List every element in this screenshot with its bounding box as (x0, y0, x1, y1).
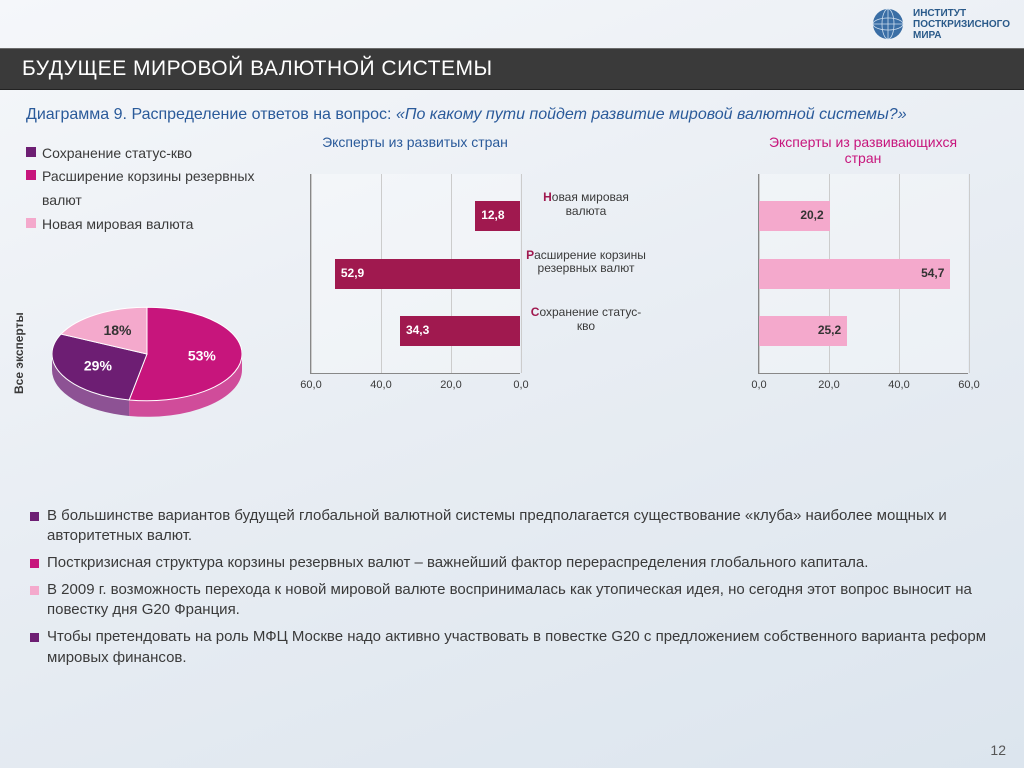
legend-swatch (26, 147, 36, 157)
bullet-text: Посткризисная структура корзины резервны… (47, 553, 868, 574)
logo-line3: МИРА (913, 30, 1010, 41)
globe-icon (871, 7, 905, 41)
bar-right-plot: 0,020,040,060,020,254,725,2 (758, 174, 968, 374)
axis-tick: 40,0 (888, 379, 909, 391)
subtitle-lead: Диаграмма 9. Распределение ответов на во… (26, 106, 396, 123)
axis-tick: 60,0 (958, 379, 979, 391)
bullet-marker (30, 559, 39, 568)
bar-right-title: Эксперты из развивающихся стран (758, 134, 968, 166)
bar: 25,2 (759, 316, 847, 346)
svg-text:53%: 53% (188, 347, 217, 363)
bar-category-labels: Новая мировая валюта Расширение корзины р… (526, 174, 646, 374)
axis-tick: 60,0 (300, 379, 321, 391)
logo-line2: ПОСТКРИЗИСНОГО (913, 19, 1010, 30)
bar-value: 52,9 (341, 266, 364, 280)
bullet-item: Чтобы претендовать на роль МФЦ Москве на… (30, 627, 994, 668)
bar-value: 34,3 (406, 323, 429, 337)
bullet-text: В большинстве вариантов будущей глобальн… (47, 506, 994, 547)
bullet-marker (30, 512, 39, 521)
bullets: В большинстве вариантов будущей глобальн… (0, 484, 1024, 669)
pie-axis-label: Все эксперты (12, 312, 26, 394)
bullet-item: В 2009 г. возможность перехода к новой м… (30, 580, 994, 621)
bar-category: Расширение корзины резервных валют (526, 249, 646, 277)
bar-category: Новая мировая валюта (526, 191, 646, 219)
legend-item: Новая мировая валюта (26, 213, 256, 237)
legend-label: Новая мировая валюта (42, 213, 193, 237)
bullet-text: Чтобы претендовать на роль МФЦ Москве на… (47, 627, 994, 668)
bar: 54,7 (759, 259, 950, 289)
legend-label: Расширение корзины резервных валют (42, 165, 256, 213)
logo-line1: ИНСТИТУТ (913, 8, 1010, 19)
bullet-marker (30, 633, 39, 642)
subtitle-em: «По какому пути пойдет развитие мировой … (396, 106, 907, 123)
title-bar: БУДУЩЕЕ МИРОВОЙ ВАЛЮТНОЙ СИСТЕМЫ (0, 48, 1024, 90)
bar: 12,8 (475, 201, 520, 231)
bullet-item: В большинстве вариантов будущей глобальн… (30, 506, 994, 547)
bar: 34,3 (400, 316, 520, 346)
bar: 20,2 (759, 201, 830, 231)
slide-title: БУДУЩЕЕ МИРОВОЙ ВАЛЮТНОЙ СИСТЕМЫ (22, 57, 493, 81)
logo: ИНСТИТУТ ПОСТКРИЗИСНОГО МИРА (871, 7, 1010, 41)
axis-tick: 0,0 (751, 379, 766, 391)
subtitle: Диаграмма 9. Распределение ответов на во… (0, 90, 1024, 134)
legend-item: Сохранение статус-кво (26, 142, 256, 166)
axis-tick: 0,0 (513, 379, 528, 391)
svg-text:29%: 29% (84, 357, 113, 373)
chart-zone: Сохранение статус-квоРасширение корзины … (0, 134, 1024, 484)
bar-category: Сохранение статус-кво (526, 306, 646, 334)
bar-value: 25,2 (818, 323, 841, 337)
legend: Сохранение статус-квоРасширение корзины … (26, 142, 256, 237)
axis-tick: 20,0 (440, 379, 461, 391)
bar-value: 54,7 (921, 266, 944, 280)
axis-tick: 20,0 (818, 379, 839, 391)
header-strip: ИНСТИТУТ ПОСТКРИЗИСНОГО МИРА (0, 0, 1024, 48)
legend-item: Расширение корзины резервных валют (26, 165, 256, 213)
legend-label: Сохранение статус-кво (42, 142, 192, 166)
axis-tick: 40,0 (370, 379, 391, 391)
page-number: 12 (990, 742, 1006, 758)
bullet-text: В 2009 г. возможность перехода к новой м… (47, 580, 994, 621)
legend-swatch (26, 170, 36, 180)
bar: 52,9 (335, 259, 520, 289)
bar-left-plot: 60,040,020,00,012,852,934,3 (310, 174, 520, 374)
svg-text:18%: 18% (103, 322, 132, 338)
bar-value: 12,8 (481, 208, 504, 222)
legend-swatch (26, 218, 36, 228)
bar-left-title: Эксперты из развитых стран (310, 134, 520, 150)
bar-value: 20,2 (800, 208, 823, 222)
bullet-item: Посткризисная структура корзины резервны… (30, 553, 994, 574)
bullet-marker (30, 586, 39, 595)
pie-chart: 53% 29% 18% (52, 289, 242, 440)
